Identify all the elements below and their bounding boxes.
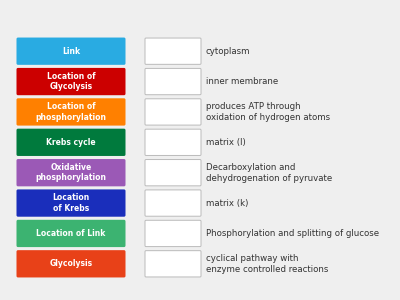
- FancyBboxPatch shape: [16, 220, 126, 247]
- Text: cytoplasm: cytoplasm: [206, 47, 250, 56]
- FancyBboxPatch shape: [145, 38, 201, 64]
- Text: Oxidative
phosphorylation: Oxidative phosphorylation: [36, 163, 106, 182]
- Text: inner membrane: inner membrane: [206, 77, 278, 86]
- FancyBboxPatch shape: [145, 220, 201, 247]
- FancyBboxPatch shape: [16, 98, 126, 126]
- FancyBboxPatch shape: [145, 68, 201, 95]
- Text: Location of
phosphorylation: Location of phosphorylation: [36, 102, 106, 122]
- FancyBboxPatch shape: [16, 68, 126, 95]
- Text: Location
of Krebs: Location of Krebs: [52, 194, 90, 213]
- Text: matrix (l): matrix (l): [206, 138, 246, 147]
- Text: produces ATP through
oxidation of hydrogen atoms: produces ATP through oxidation of hydrog…: [206, 102, 330, 122]
- FancyBboxPatch shape: [145, 160, 201, 186]
- FancyBboxPatch shape: [145, 129, 201, 155]
- FancyBboxPatch shape: [16, 159, 126, 186]
- FancyBboxPatch shape: [16, 189, 126, 217]
- Text: Decarboxylation and
dehydrogenation of pyruvate: Decarboxylation and dehydrogenation of p…: [206, 163, 332, 183]
- Text: Phosphorylation and splitting of glucose: Phosphorylation and splitting of glucose: [206, 229, 379, 238]
- Text: Krebs cycle: Krebs cycle: [46, 138, 96, 147]
- FancyBboxPatch shape: [145, 190, 201, 216]
- FancyBboxPatch shape: [145, 99, 201, 125]
- Text: Location of Link: Location of Link: [36, 229, 106, 238]
- FancyBboxPatch shape: [145, 251, 201, 277]
- FancyBboxPatch shape: [16, 129, 126, 156]
- Text: Link: Link: [62, 47, 80, 56]
- Text: matrix (k): matrix (k): [206, 199, 248, 208]
- Text: Glycolysis: Glycolysis: [50, 259, 92, 268]
- Text: Location of
Glycolysis: Location of Glycolysis: [47, 72, 95, 91]
- Text: cyclical pathway with
enzyme controlled reactions: cyclical pathway with enzyme controlled …: [206, 254, 328, 274]
- FancyBboxPatch shape: [16, 38, 126, 65]
- FancyBboxPatch shape: [16, 250, 126, 278]
